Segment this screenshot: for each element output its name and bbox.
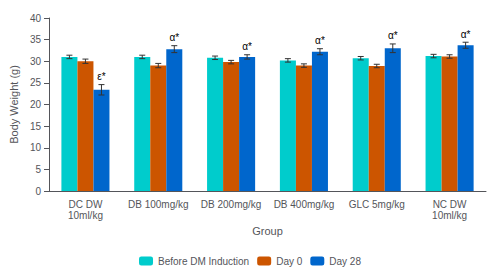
svg-text:DB 400mg/kg: DB 400mg/kg bbox=[274, 199, 335, 210]
svg-text:10ml/kg: 10ml/kg bbox=[68, 210, 103, 221]
svg-text:10ml/kg: 10ml/kg bbox=[432, 210, 467, 221]
svg-text:α*: α* bbox=[169, 32, 179, 43]
svg-text:5: 5 bbox=[35, 164, 41, 175]
svg-text:Day 28: Day 28 bbox=[329, 256, 361, 267]
svg-text:DB 100mg/kg: DB 100mg/kg bbox=[128, 199, 189, 210]
svg-text:Day 0: Day 0 bbox=[276, 256, 303, 267]
svg-text:30: 30 bbox=[30, 56, 42, 67]
svg-text:35: 35 bbox=[30, 34, 42, 45]
svg-text:α*: α* bbox=[461, 29, 471, 40]
svg-text:Before DM Induction: Before DM Induction bbox=[158, 256, 249, 267]
svg-text:10: 10 bbox=[30, 142, 42, 153]
svg-text:ε*: ε* bbox=[97, 71, 105, 82]
svg-text:α*: α* bbox=[242, 41, 252, 52]
svg-text:NC DW: NC DW bbox=[433, 199, 467, 210]
svg-text:0: 0 bbox=[35, 186, 41, 197]
svg-text:Body Weight (g): Body Weight (g) bbox=[8, 65, 20, 144]
svg-text:GLC 5mg/kg: GLC 5mg/kg bbox=[349, 199, 405, 210]
svg-text:20: 20 bbox=[30, 99, 42, 110]
svg-text:25: 25 bbox=[30, 77, 42, 88]
svg-text:α*: α* bbox=[388, 30, 398, 41]
svg-text:DC DW: DC DW bbox=[68, 199, 102, 210]
svg-text:α*: α* bbox=[315, 35, 325, 46]
svg-text:DB 200mg/kg: DB 200mg/kg bbox=[201, 199, 262, 210]
svg-text:40: 40 bbox=[30, 13, 42, 24]
svg-text:15: 15 bbox=[30, 121, 42, 132]
svg-text:Group: Group bbox=[252, 225, 283, 237]
